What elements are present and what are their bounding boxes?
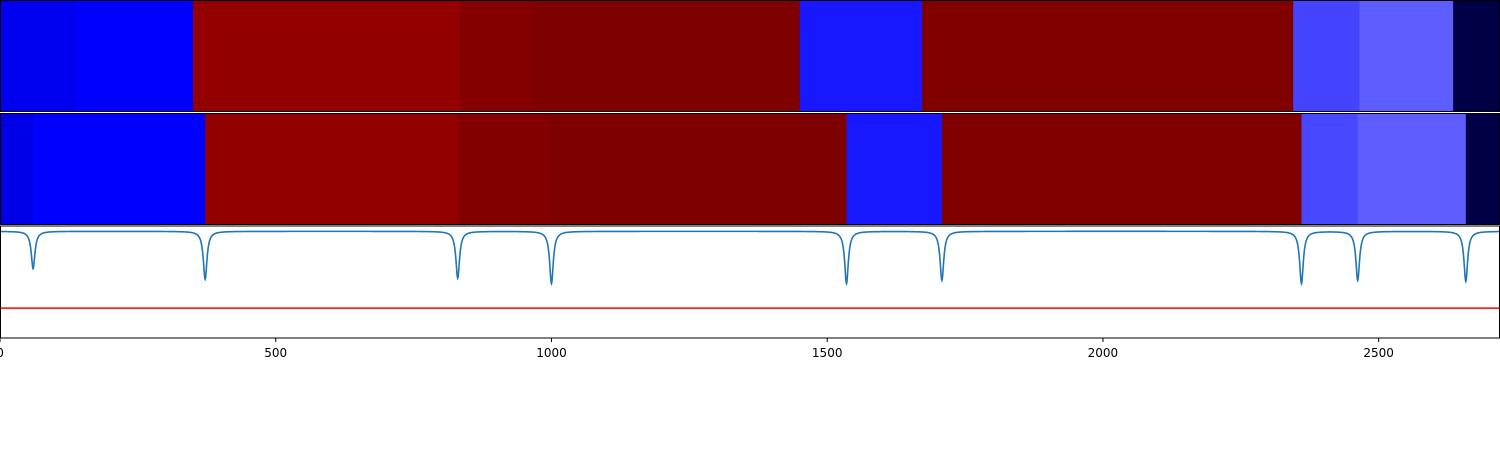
heatmap-middle-segment-7 [1301, 113, 1359, 225]
heatmap-top-segment-6 [922, 0, 1294, 112]
line-panel-bottom [0, 225, 1500, 339]
heatmap-middle-segment-2 [205, 113, 459, 225]
x-axis: 0 500 1000 1500 2000 2500 [0, 338, 1394, 360]
heatmap-middle-segment-0 [0, 113, 34, 225]
x-tick-label-3: 1500 [812, 346, 843, 360]
x-tick-label-2: 1000 [536, 346, 567, 360]
heatmap-middle-segment-9 [1465, 113, 1500, 225]
line-panel-background [0, 226, 1500, 338]
heatmap-middle-segment-8 [1357, 113, 1467, 225]
heatmap-top-segment-5 [799, 0, 923, 112]
x-tick-label-1: 500 [264, 346, 287, 360]
series-blue-line [0, 230, 1500, 287]
heatmap-middle-segment-1 [33, 113, 206, 225]
heatmap-top-segment-2 [193, 0, 461, 112]
heatmap-middle-segment-3 [457, 113, 552, 225]
heatmap-panel-middle [0, 113, 1500, 225]
x-tick-label-4: 2000 [1088, 346, 1119, 360]
heatmap-top-segment-0 [0, 0, 78, 112]
heatmap-top-segment-4 [532, 0, 801, 112]
heatmap-middle-segment-4 [551, 113, 848, 225]
heatmap-panel-top [0, 0, 1500, 112]
heatmap-top-segment-9 [1453, 0, 1500, 112]
x-tick-label-5: 2500 [1363, 346, 1394, 360]
heatmap-top-segment-1 [77, 0, 194, 112]
heatmap-middle-segment-5 [846, 113, 943, 225]
heatmap-middle-segment-6 [941, 113, 1302, 225]
heatmap-top-segment-3 [460, 0, 533, 112]
x-tick-label-0: 0 [0, 346, 4, 360]
heatmap-top-segment-7 [1293, 0, 1360, 112]
heatmap-top-segment-8 [1359, 0, 1454, 112]
